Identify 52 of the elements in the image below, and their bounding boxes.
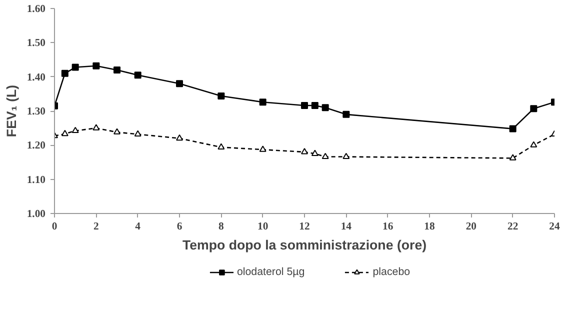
point xyxy=(311,150,318,156)
point xyxy=(342,152,350,160)
point xyxy=(114,128,120,134)
legend-label: placebo xyxy=(372,266,410,278)
y-tick-label: 1.10 xyxy=(26,174,46,186)
x-tick-label: 6 xyxy=(176,222,183,232)
x-tick-label: 20 xyxy=(466,222,476,232)
point xyxy=(509,154,516,160)
legend-label: olodaterol 5µg xyxy=(236,266,305,278)
y-tick-label: 1.60 xyxy=(26,4,46,15)
point xyxy=(61,70,68,77)
point xyxy=(509,125,516,132)
point xyxy=(176,80,183,88)
point xyxy=(342,110,350,118)
point xyxy=(322,104,329,112)
point xyxy=(92,62,100,70)
x-tick-label: 10 xyxy=(258,222,268,232)
y-tick-label: 1.00 xyxy=(26,209,46,220)
point xyxy=(322,152,329,160)
point xyxy=(134,130,142,136)
point xyxy=(134,72,142,79)
x-tick-label: 0 xyxy=(52,222,58,232)
point xyxy=(301,102,308,110)
point xyxy=(311,102,318,110)
x-tick-label: 8 xyxy=(218,222,224,232)
point xyxy=(114,66,120,74)
y-axis-title: FEV₁ (L) xyxy=(4,84,19,138)
x-tick-label: 12 xyxy=(299,222,310,232)
y-tick-label: 1.50 xyxy=(26,38,46,50)
point xyxy=(176,134,183,141)
point xyxy=(259,98,266,106)
x-tick-label: 14 xyxy=(340,222,352,232)
point xyxy=(61,130,68,136)
x-axis-title: Tempo dopo la somministrazione (ore) xyxy=(182,238,427,252)
x-tick-label: 22 xyxy=(508,222,518,232)
point xyxy=(218,92,225,100)
point xyxy=(530,105,538,112)
point xyxy=(530,141,538,148)
point xyxy=(72,126,79,134)
y-tick-label: 1.30 xyxy=(26,106,46,118)
x-tick-label: 24 xyxy=(549,222,560,232)
x-tick-label: 2 xyxy=(94,222,99,232)
point xyxy=(301,148,308,154)
x-tick-label: 18 xyxy=(424,222,435,232)
x-tick-label: 16 xyxy=(382,222,394,232)
point xyxy=(218,143,225,150)
point xyxy=(259,146,266,152)
y-tick-label: 1.20 xyxy=(26,140,46,152)
x-tick-label: 4 xyxy=(135,222,142,232)
point xyxy=(72,64,79,71)
y-tick-label: 1.40 xyxy=(26,72,46,84)
point xyxy=(92,124,100,130)
